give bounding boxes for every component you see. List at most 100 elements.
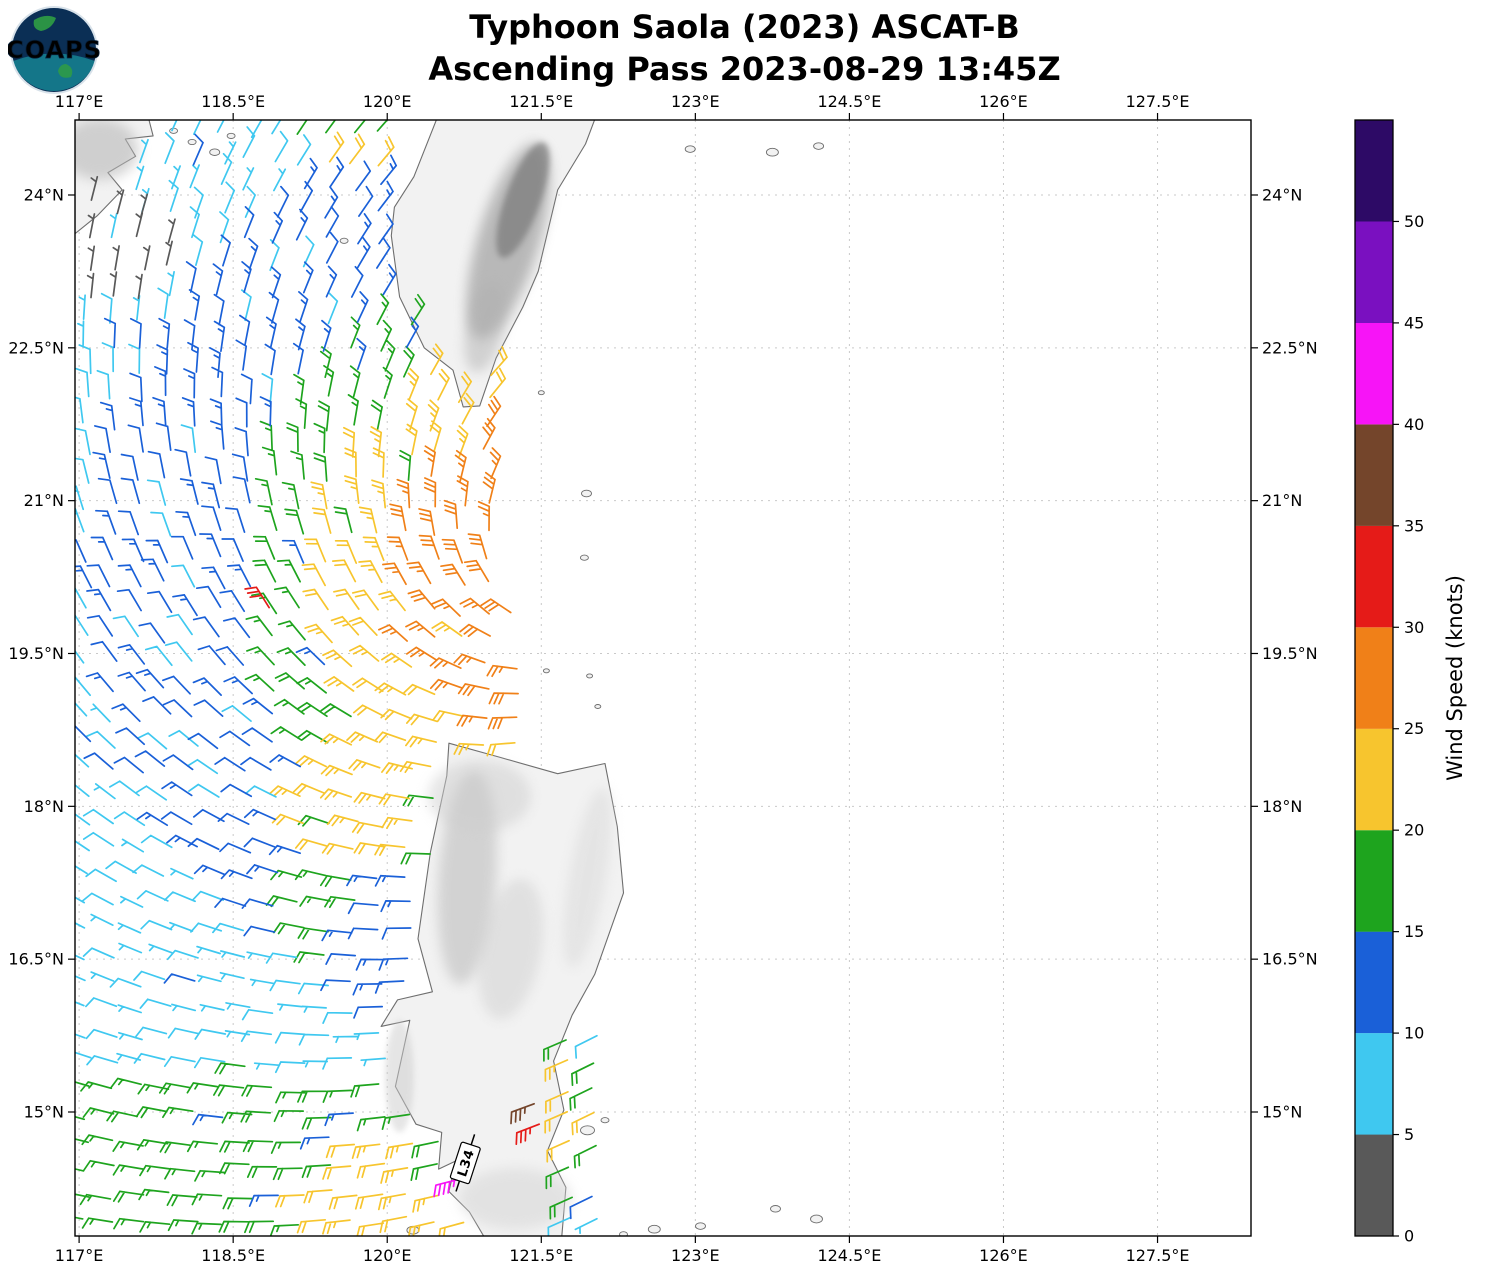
- terrain-shading: [464, 282, 506, 373]
- x-tick-label-bottom: 117°E: [55, 1246, 104, 1264]
- land-layer: [75, 120, 825, 1236]
- x-tick-label-top: 127.5°E: [1126, 92, 1190, 111]
- small-island: [209, 148, 221, 156]
- colorbar-tick-label: 50: [1404, 212, 1424, 231]
- colorbar-segment: [1355, 1134, 1393, 1236]
- y-tick-label-left: 16.5°N: [8, 950, 64, 969]
- terrain-shading: [385, 1020, 414, 1133]
- small-island: [600, 1117, 610, 1124]
- wind-barb-set: [510, 1102, 535, 1125]
- wind-barb-set: [86, 175, 176, 300]
- colorbar-segment: [1355, 1033, 1393, 1135]
- small-island: [765, 147, 779, 157]
- colorbar-tick-label: 20: [1404, 821, 1424, 840]
- colorbar-segment: [1355, 728, 1393, 831]
- logo-continent-north: [33, 15, 56, 31]
- small-island: [226, 132, 236, 139]
- x-tick-label-top: 120°E: [363, 92, 412, 111]
- x-tick-label-top: 118.5°E: [201, 92, 265, 111]
- small-island: [594, 704, 602, 709]
- y-tick-label-right: 24°N: [1262, 185, 1302, 204]
- logo-globe-lower: [13, 53, 95, 92]
- colorbar-segment: [1355, 322, 1393, 425]
- small-island: [542, 668, 550, 674]
- small-island: [187, 138, 197, 146]
- x-tick-label-bottom: 127.5°E: [1126, 1246, 1190, 1264]
- y-tick-label-left: 22.5°N: [8, 338, 64, 357]
- colorbar-segment: [1355, 627, 1393, 729]
- y-tick-label-left: 18°N: [24, 797, 64, 816]
- colorbar-segment: [1355, 830, 1393, 932]
- terrain-shading: [459, 1168, 573, 1230]
- colorbar-segment: [1355, 120, 1393, 222]
- y-tick-label-right: 18°N: [1262, 797, 1302, 816]
- x-tick-label-bottom: 118.5°E: [201, 1246, 265, 1264]
- small-island: [579, 554, 589, 561]
- y-tick-label-left: 24°N: [24, 185, 64, 204]
- storm-label-box: [449, 1141, 481, 1185]
- wind-barb-set: [75, 120, 598, 1236]
- wind-barb-set: [268, 131, 595, 1236]
- colorbar-segment: [1355, 221, 1393, 323]
- colorbar-tick-label: 30: [1404, 618, 1424, 637]
- colorbar: 0 5 10 15 20 25 30 35 40 45 50 Wind Speed (knots): [1354, 119, 1467, 1246]
- colorbar-tick-label: 0: [1404, 1227, 1414, 1246]
- colorbar-tick-label: 35: [1404, 516, 1424, 535]
- y-tick-label-left: 15°N: [24, 1103, 64, 1122]
- map-grid: [75, 120, 1251, 1236]
- coaps-logo: COAPS: [6, 4, 101, 100]
- colorbar-frame: [1354, 119, 1394, 1237]
- small-island: [586, 673, 594, 679]
- wind-barb-set: [433, 1178, 460, 1198]
- x-tick-label-bottom: 123°E: [671, 1246, 720, 1264]
- axes: 117°E 117°E 118.5°E 118.5°E 120°E 120°E 121.5°…: [8, 92, 1317, 1264]
- x-tick-label-bottom: 126°E: [979, 1246, 1028, 1264]
- colorbar-tick-label: 10: [1404, 1024, 1424, 1043]
- small-island: [810, 1214, 823, 1224]
- wind-barb-set: [75, 120, 597, 1236]
- small-island: [619, 1231, 628, 1236]
- y-tick-label-right: 19.5°N: [1262, 644, 1318, 663]
- colorbar-tick-label: 5: [1404, 1125, 1414, 1144]
- logo-ring: [10, 6, 98, 94]
- x-tick-label-top: 121.5°E: [509, 92, 573, 111]
- colorbar-segment: [1355, 525, 1393, 628]
- x-tick-label-bottom: 120°E: [363, 1246, 412, 1264]
- y-tick-label-right: 15°N: [1262, 1103, 1302, 1122]
- small-island: [684, 145, 696, 153]
- small-island: [770, 1205, 781, 1213]
- wind-barb-set: [244, 586, 541, 1146]
- y-tick-label-right: 22.5°N: [1262, 338, 1318, 357]
- wind-barbs: [75, 120, 598, 1236]
- small-island: [537, 390, 545, 396]
- terrain-shading: [496, 142, 550, 258]
- y-tick-label-right: 21°N: [1262, 491, 1302, 510]
- colorbar-tick-label: 40: [1404, 415, 1424, 434]
- terrain-shading: [428, 760, 532, 832]
- colorbar-tick-label: 15: [1404, 922, 1424, 941]
- wind-barb-set: [378, 395, 519, 730]
- x-tick-label-top: 124.5°E: [817, 92, 881, 111]
- wind-barb-set: [75, 133, 593, 1220]
- terrain-shading: [563, 787, 612, 969]
- terrain-shading: [477, 878, 544, 1020]
- colorbar-segment: [1355, 424, 1393, 526]
- colorbar-label: Wind Speed (knots): [1443, 575, 1467, 781]
- colorbar-tick-label: 45: [1404, 313, 1424, 332]
- x-tick-label-top: 117°E: [55, 92, 104, 111]
- small-island: [580, 1125, 595, 1136]
- map-frame: [74, 119, 1252, 1237]
- colorbar-tick-label: 25: [1404, 719, 1424, 738]
- small-island: [339, 237, 349, 244]
- colorbar-segment: [1355, 931, 1393, 1034]
- coaps-logo-graphic: COAPS: [6, 6, 101, 94]
- storm-label: L34: [449, 1134, 481, 1192]
- small-island: [813, 142, 825, 150]
- y-tick-label-left: 21°N: [24, 491, 64, 510]
- coaps-logo-text: COAPS: [8, 36, 100, 64]
- x-tick-label-top: 126°E: [979, 92, 1028, 111]
- y-tick-label-left: 19.5°N: [8, 644, 64, 663]
- x-tick-label-top: 123°E: [671, 92, 720, 111]
